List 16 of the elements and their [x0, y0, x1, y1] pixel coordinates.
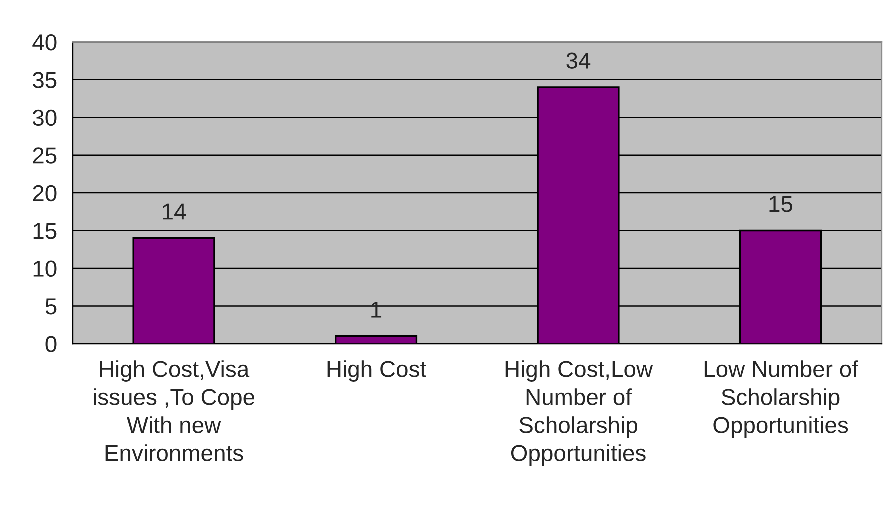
y-tick-label: 10 — [34, 260, 57, 278]
data-label: 15 — [770, 196, 793, 212]
y-tick-label: 25 — [33, 148, 57, 164]
y-tick-label: 5 — [46, 298, 57, 315]
x-tick-label: Low Number of Scholarship Opportunities — [704, 360, 858, 438]
y-tick-label: 35 — [33, 72, 57, 88]
y-tick-label: 15 — [34, 223, 57, 240]
x-tick-label: High Cost — [328, 360, 426, 382]
x-tick-label: High Cost,Low Number of Scholarship Opportunities — [506, 360, 654, 466]
y-tick-label: 30 — [33, 110, 57, 126]
x-tick-label: High Cost,Visa issues ,To Cope With new Environments — [94, 360, 255, 462]
data-label: 34 — [566, 52, 591, 70]
y-tick-label: 0 — [46, 336, 57, 352]
y-tick-label: 40 — [32, 34, 57, 51]
data-label: 14 — [163, 204, 186, 220]
y-tick-label: 20 — [33, 185, 57, 202]
